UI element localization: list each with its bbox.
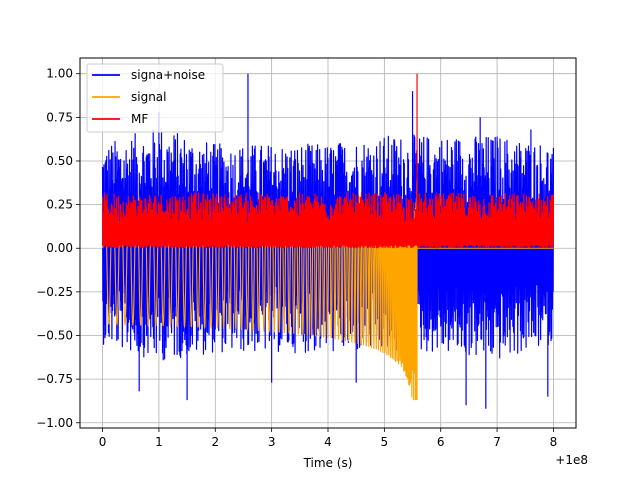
series-signal-noise [101, 73, 555, 409]
y-tick-label: −1.00 [36, 416, 73, 430]
legend-label-signal: signal [131, 90, 167, 104]
x-tick-label: 7 [493, 435, 501, 449]
series-mf [101, 73, 555, 249]
y-tick-label: −0.75 [36, 372, 73, 386]
x-offset-label: +1e8 [555, 453, 588, 467]
x-tick-label: 5 [381, 435, 389, 449]
y-tick-label: −0.25 [36, 285, 73, 299]
x-tick-label: 1 [155, 435, 163, 449]
y-tick-label: 0.75 [46, 110, 73, 124]
y-tick-label: 1.00 [46, 67, 73, 81]
x-tick-label: 0 [99, 435, 107, 449]
x-tick-label: 4 [324, 435, 332, 449]
legend-box [86, 63, 224, 133]
legend-label-signal-noise: signa+noise [131, 68, 205, 82]
x-tick-label: 6 [437, 435, 445, 449]
legend: signa+noise signal MF [86, 63, 224, 133]
x-axis-label: Time (s) [303, 456, 353, 470]
x-tick-label: 8 [550, 435, 558, 449]
y-tick-label: 0.00 [46, 241, 73, 255]
ticks: 0 1 2 3 4 5 6 7 8 −1.00 −0.75 −0.50 −0.25 0.00 0.25 0.5… [36, 67, 557, 449]
y-tick-label: 0.25 [46, 198, 73, 212]
y-tick-label: −0.50 [36, 329, 73, 343]
x-tick-label: 2 [211, 435, 219, 449]
legend-label-mf: MF [131, 112, 148, 126]
plot-area [101, 73, 555, 409]
x-tick-label: 3 [268, 435, 276, 449]
y-tick-label: 0.50 [46, 154, 73, 168]
